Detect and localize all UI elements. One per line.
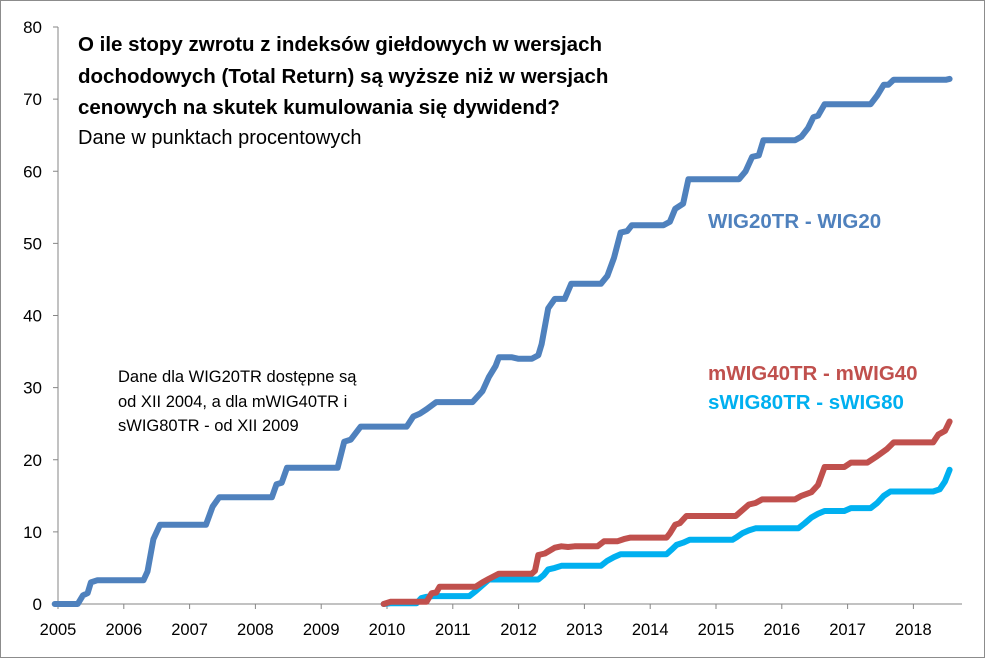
data-availability-note: Dane dla WIG20TR dostępne są od XII 2004… [118, 365, 418, 439]
x-tick-label: 2008 [237, 621, 274, 639]
chart-title-line: O ile stopy zwrotu z indeksów giełdowych… [78, 33, 603, 56]
series-line-0 [51, 75, 953, 607]
x-tick-label: 2017 [829, 621, 866, 639]
y-tick-label: 0 [33, 595, 42, 614]
y-tick-label: 60 [23, 162, 42, 181]
axes: 0 10 20 30 40 50 60 70 80 2005 2006 2007 2008 2009 201… [23, 18, 962, 639]
series-label-mwig40: mWIG40TR - mWIG40 [708, 362, 918, 385]
series-label-swig80: sWIG80TR - sWIG80 [708, 391, 904, 414]
y-tick-label: 30 [23, 379, 42, 398]
series-line-1 [380, 418, 953, 607]
x-tick-label: 2009 [303, 621, 340, 639]
x-tick-label: 2014 [632, 621, 669, 639]
y-tick-label: 50 [23, 234, 42, 253]
y-tick-label: 20 [23, 451, 42, 470]
note-line: sWIG80TR - od XII 2009 [118, 417, 299, 435]
x-tick-label: 2015 [698, 621, 735, 639]
chart-title: O ile stopy zwrotu z indeksów giełdowych… [78, 29, 678, 152]
note-line: od XII 2004, a dla mWIG40TR i [118, 392, 348, 411]
y-tick-label: 70 [23, 90, 42, 109]
x-tick-label: 2011 [435, 621, 470, 639]
series-label-wig20: WIG20TR - WIG20 [708, 210, 882, 233]
chart-subtitle: Dane w punktach procentowych [78, 126, 362, 149]
series-layer [51, 75, 953, 607]
series-line-2 [380, 466, 953, 607]
x-tick-label: 2005 [40, 621, 77, 639]
y-tick-label: 10 [23, 523, 42, 542]
x-tick-label: 2016 [763, 621, 800, 639]
x-tick-label: 2012 [500, 621, 537, 639]
x-tick-label: 2010 [369, 621, 406, 639]
x-tick-label: 2006 [105, 621, 142, 639]
x-tick-label: 2013 [566, 621, 603, 639]
y-tick-label: 80 [23, 18, 42, 37]
chart-title-line: cenowych na skutek kumulowania się dywid… [78, 96, 560, 119]
y-tick-label: 40 [23, 307, 42, 326]
note-line: Dane dla WIG20TR dostępne są [118, 368, 357, 386]
chart-title-line: dochodowych (Total Return) są wyższe niż… [78, 64, 609, 88]
x-tick-label: 2007 [171, 621, 208, 639]
x-tick-label: 2018 [895, 621, 932, 639]
